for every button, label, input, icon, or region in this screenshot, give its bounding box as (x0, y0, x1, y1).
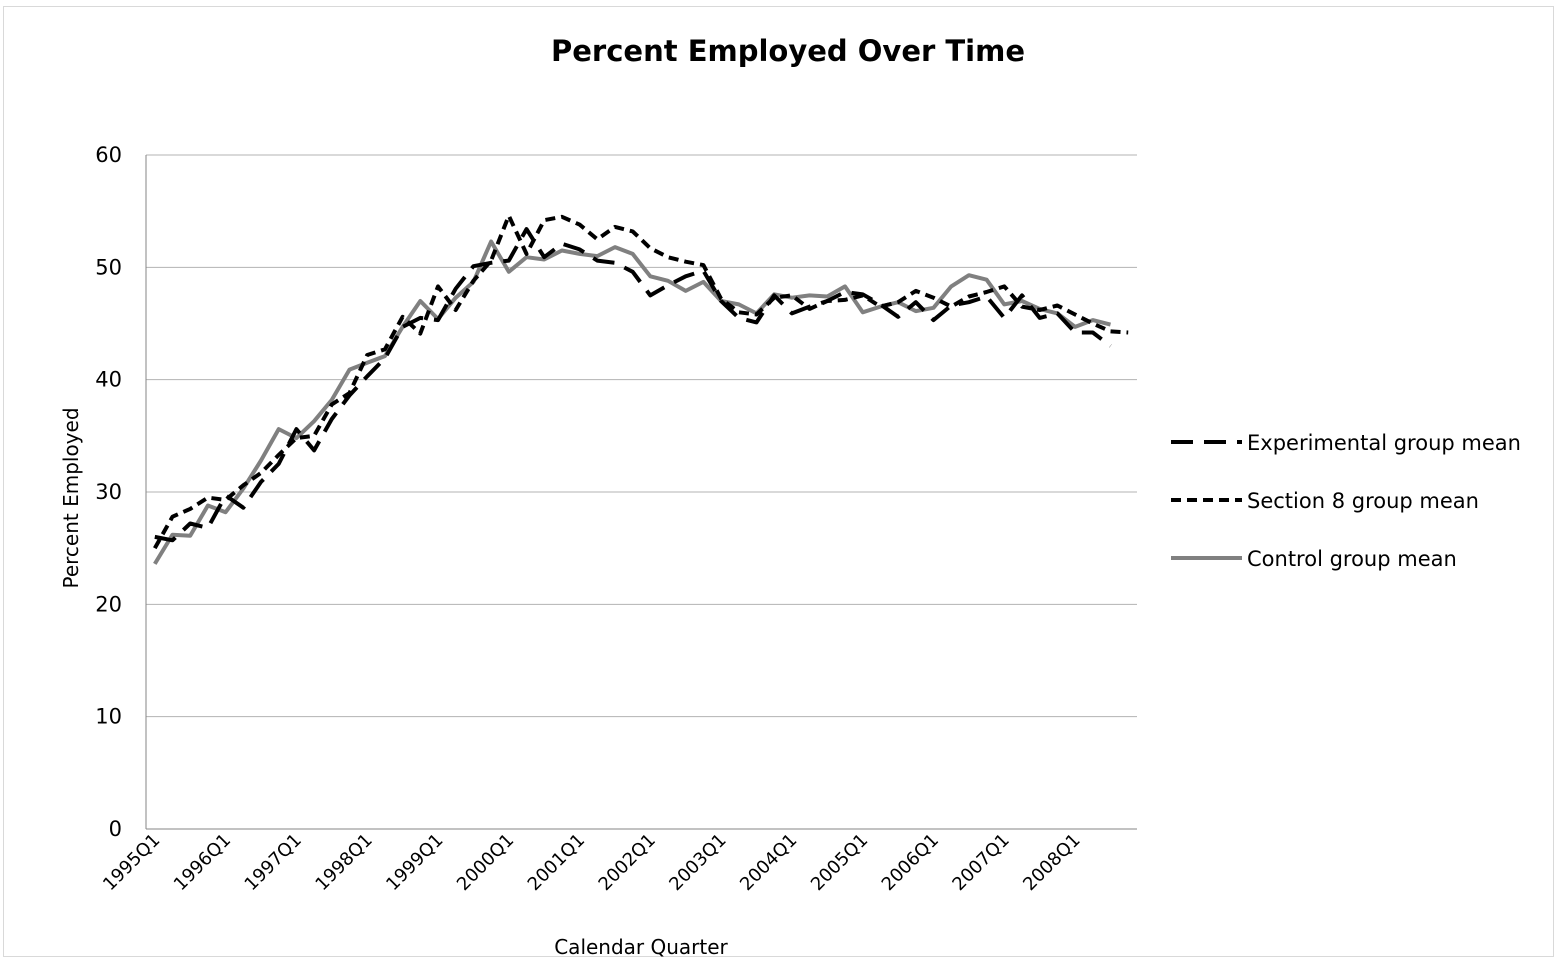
line-chart: Percent Employed Over Time 0 10 20 30 40 50 60… (59, 34, 1521, 958)
x-tick-label: 2007Q1 (948, 830, 1013, 895)
x-tick-label: 2003Q1 (665, 830, 730, 895)
y-tick-label: 30 (95, 480, 122, 504)
x-tick-label: 2004Q1 (736, 830, 801, 895)
x-tick-label: 2005Q1 (807, 830, 872, 895)
x-tick-label: 1997Q1 (241, 830, 306, 895)
chart-frame: Percent Employed Over Time 0 10 20 30 40 50 60… (3, 6, 1554, 958)
legend-label: Section 8 group mean (1247, 489, 1479, 513)
axes (145, 155, 1137, 830)
x-tick-label: 2008Q1 (1019, 830, 1084, 895)
y-tick-label: 10 (95, 705, 122, 729)
legend-label: Control group mean (1247, 547, 1457, 571)
y-axis-title: Percent Employed (59, 407, 83, 588)
x-tick-label: 1996Q1 (170, 830, 235, 895)
series-line-control-group-mean (153, 239, 1111, 565)
legend-label: Experimental group mean (1247, 431, 1521, 455)
y-tick-label: 0 (109, 817, 122, 841)
x-axis-title: Calendar Quarter (554, 935, 728, 958)
y-tick-label: 20 (95, 592, 122, 616)
legend: Experimental group mean Section 8 group m… (1171, 431, 1521, 571)
x-tick-label: 2002Q1 (595, 830, 660, 895)
x-tick-label: 2006Q1 (878, 830, 943, 895)
x-tick-label: 1998Q1 (311, 830, 376, 895)
y-tick-label: 60 (95, 143, 122, 167)
x-tick-label: 2000Q1 (453, 830, 518, 895)
series-lines (153, 213, 1129, 565)
x-tick-label: 2001Q1 (524, 830, 589, 895)
y-tick-label: 40 (95, 368, 122, 392)
y-tick-labels: 0 10 20 30 40 50 60 (95, 143, 122, 841)
x-tick-label: 1999Q1 (382, 830, 447, 895)
chart-title: Percent Employed Over Time (551, 34, 1025, 68)
y-tick-label: 50 (95, 255, 122, 279)
series-line-experimental-group-mean (154, 227, 1112, 543)
series-line-section-8-group-mean (153, 213, 1129, 550)
x-tick-labels: 1995Q1 1996Q1 1997Q1 1998Q1 1999Q1 2000Q1 2001… (99, 830, 1085, 895)
